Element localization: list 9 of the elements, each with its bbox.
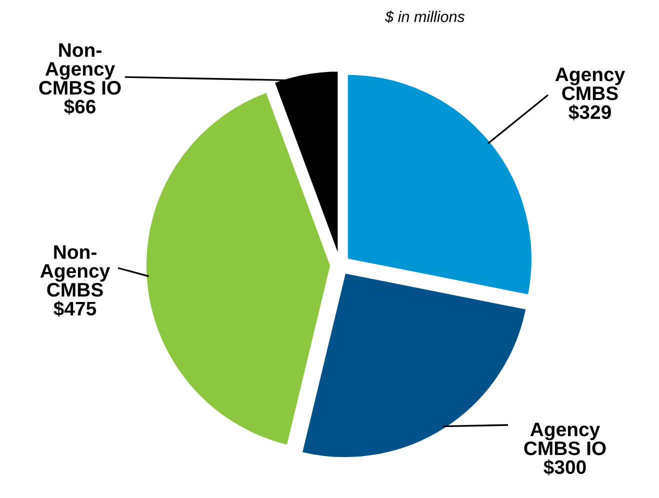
slice-label: Agency CMBS bbox=[555, 68, 626, 100]
slice-label: Non- Agency CMBS IO bbox=[39, 43, 121, 95]
data-label: $329 bbox=[568, 104, 611, 120]
chart-title: $ in millions bbox=[385, 10, 465, 23]
slice-label: Agency CMBS IO bbox=[524, 422, 606, 456]
data-label: $300 bbox=[544, 459, 586, 476]
data-label: $66 bbox=[64, 98, 96, 115]
slice-label: Non- Agency CMBS bbox=[40, 245, 110, 297]
data-label: $475 bbox=[54, 300, 96, 317]
